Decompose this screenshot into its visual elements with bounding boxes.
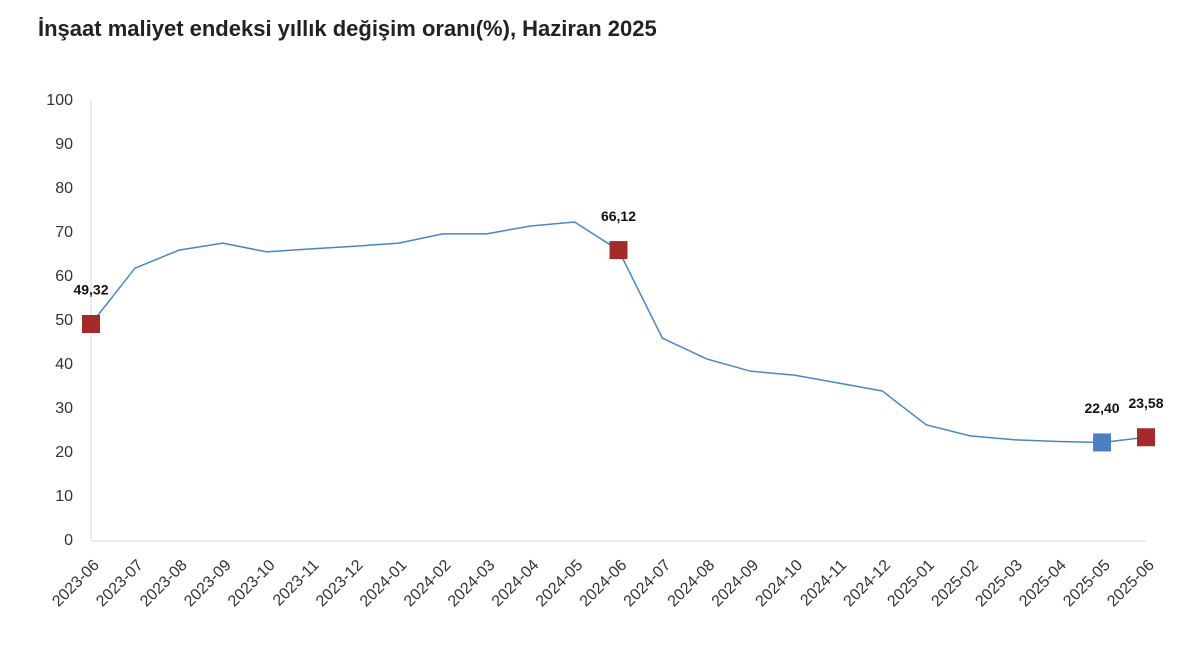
x-tick-label: 2024-02 xyxy=(401,557,455,611)
value-label: 66,12 xyxy=(601,208,636,224)
y-tick-label: 70 xyxy=(55,224,73,241)
x-tick-label: 2023-06 xyxy=(49,557,103,611)
x-tick-label: 2023-10 xyxy=(225,557,279,611)
point-marker xyxy=(82,314,100,333)
x-tick-label: 2023-08 xyxy=(137,557,191,611)
x-tick-label: 2024-10 xyxy=(753,557,807,611)
x-tick-label: 2025-06 xyxy=(1104,557,1158,611)
y-tick-label: 10 xyxy=(55,488,73,505)
y-tick-label: 20 xyxy=(55,444,73,461)
x-tick-label: 2024-05 xyxy=(533,557,587,611)
y-tick-label: 0 xyxy=(64,532,73,549)
x-tick-label: 2024-08 xyxy=(665,557,719,611)
x-tick-label: 2023-11 xyxy=(270,557,323,610)
x-tick-label: 2024-06 xyxy=(577,557,631,611)
y-tick-label: 60 xyxy=(55,268,73,285)
x-tick-label: 2025-04 xyxy=(1016,557,1070,611)
y-tick-label: 50 xyxy=(55,312,73,329)
x-tick-label: 2024-12 xyxy=(841,557,895,611)
value-label: 49,32 xyxy=(73,282,108,298)
y-tick-label: 30 xyxy=(55,400,73,417)
x-tick-label: 2023-09 xyxy=(181,557,235,611)
x-tick-label: 2024-11 xyxy=(797,557,850,610)
x-tick-label: 2025-05 xyxy=(1060,557,1114,611)
value-label: 22,40 xyxy=(1085,400,1120,416)
point-marker xyxy=(1093,433,1112,452)
point-marker xyxy=(609,241,628,260)
x-tick-label: 2023-12 xyxy=(313,557,367,611)
y-tick-label: 80 xyxy=(55,180,73,197)
chart-title: İnşaat maliyet endeksi yıllık değişim or… xyxy=(38,16,657,41)
x-tick-label: 2024-07 xyxy=(621,557,675,611)
x-tick-label: 2025-01 xyxy=(884,557,938,611)
x-tick-label: 2025-03 xyxy=(972,557,1026,611)
y-tick-label: 40 xyxy=(55,356,73,373)
x-tick-label: 2024-03 xyxy=(445,557,499,611)
x-tick-label: 2024-01 xyxy=(357,557,411,611)
x-tick-label: 2025-02 xyxy=(928,557,982,611)
x-tick-label: 2023-07 xyxy=(93,557,147,611)
y-tick-label: 100 xyxy=(46,92,73,109)
point-marker xyxy=(1137,428,1155,447)
y-tick-label: 90 xyxy=(55,136,73,153)
x-tick-label: 2024-09 xyxy=(709,557,763,611)
value-label: 23,58 xyxy=(1128,395,1163,411)
x-tick-label: 2024-04 xyxy=(489,557,543,611)
